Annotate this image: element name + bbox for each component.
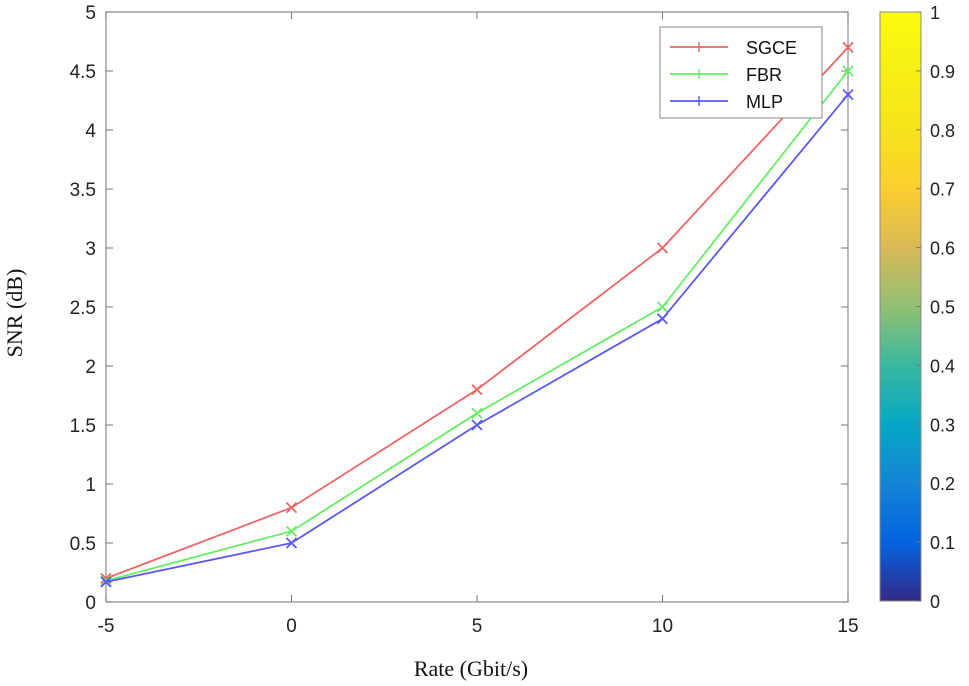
x-axis-label: Rate (Gbit/s)	[414, 656, 528, 681]
colorbar-tick-label: 1	[930, 3, 940, 23]
data-point-fbr	[285, 525, 298, 537]
y-tick-label: 3.5	[70, 180, 96, 201]
point-marker-stroke	[471, 383, 483, 396]
colorbar-tick-label: 0	[930, 592, 940, 612]
data-point-mlp	[471, 419, 483, 431]
colorbar-tick-label: 0.2	[930, 474, 955, 494]
y-tick-label: 0	[85, 593, 96, 614]
data-point-sgce	[656, 242, 669, 254]
legend-label-fbr: FBR	[746, 65, 782, 85]
y-tick-label: 1.5	[70, 416, 96, 437]
y-tick-label: 2	[85, 357, 96, 378]
legend-box	[659, 26, 823, 119]
data-point-sgce	[471, 383, 483, 396]
point-marker-stroke	[285, 501, 298, 514]
colorbar: 0 0.1 0.2 0.3 0.4 0.5 0.6 0.7 0.8 0.9 1	[879, 3, 955, 612]
point-marker-stroke	[842, 88, 854, 101]
y-tick-label: 3	[85, 239, 96, 260]
x-tick-label: -5	[98, 616, 115, 637]
data-point-mlp	[285, 537, 298, 549]
data-point-mlp	[100, 576, 112, 588]
point-marker-stroke	[471, 419, 483, 431]
y-tick-label: 0.5	[70, 534, 96, 555]
legend-label-sgce: SGCE	[746, 38, 797, 58]
colorbar-tick-label: 0.4	[930, 356, 955, 376]
legend-label-mlp: MLP	[746, 92, 783, 112]
y-tick-label: 5	[85, 3, 96, 24]
data-point-sgce	[842, 41, 854, 54]
x-tick-label: 15	[837, 616, 858, 637]
data-point-mlp	[656, 313, 669, 325]
point-marker-stroke	[656, 242, 669, 254]
series-lines	[100, 41, 854, 588]
x-tick-label: 5	[472, 616, 483, 637]
point-marker-stroke	[656, 301, 669, 313]
y-axis-label: SNR (dB)	[2, 269, 27, 358]
data-point-fbr	[842, 65, 854, 77]
data-point-fbr	[656, 301, 669, 313]
data-point-sgce	[285, 501, 298, 514]
legend: SGCE FBR MLP	[659, 26, 823, 119]
colorbar-tick-label: 0.8	[930, 121, 955, 141]
y-tick-label: 4	[85, 121, 96, 142]
colorbar-tick-label: 0.5	[930, 298, 955, 318]
point-marker-stroke	[842, 65, 854, 77]
colorbar-bar	[879, 11, 922, 602]
colorbar-tick-label: 0.6	[930, 239, 955, 259]
y-tick-label: 1	[85, 475, 96, 496]
y-tick-label: 2.5	[70, 298, 96, 319]
point-marker-stroke	[842, 41, 854, 54]
point-marker-stroke	[285, 525, 298, 537]
point-marker-stroke	[656, 313, 669, 325]
data-point-fbr	[471, 407, 483, 419]
point-marker-stroke	[285, 537, 298, 549]
data-point-mlp	[842, 88, 854, 101]
colorbar-tick-label: 0.1	[930, 533, 955, 553]
x-tick-label: 10	[652, 616, 673, 637]
colorbar-tick-label: 0.7	[930, 180, 955, 200]
y-tick-label: 4.5	[70, 62, 96, 83]
colorbar-tick-label: 0.3	[930, 415, 955, 435]
point-marker-stroke	[471, 407, 483, 419]
point-marker-stroke	[100, 572, 112, 585]
colorbar-tick-label: 0.9	[930, 62, 955, 82]
x-tick-label: 0	[286, 616, 297, 637]
point-marker-stroke	[100, 576, 112, 588]
